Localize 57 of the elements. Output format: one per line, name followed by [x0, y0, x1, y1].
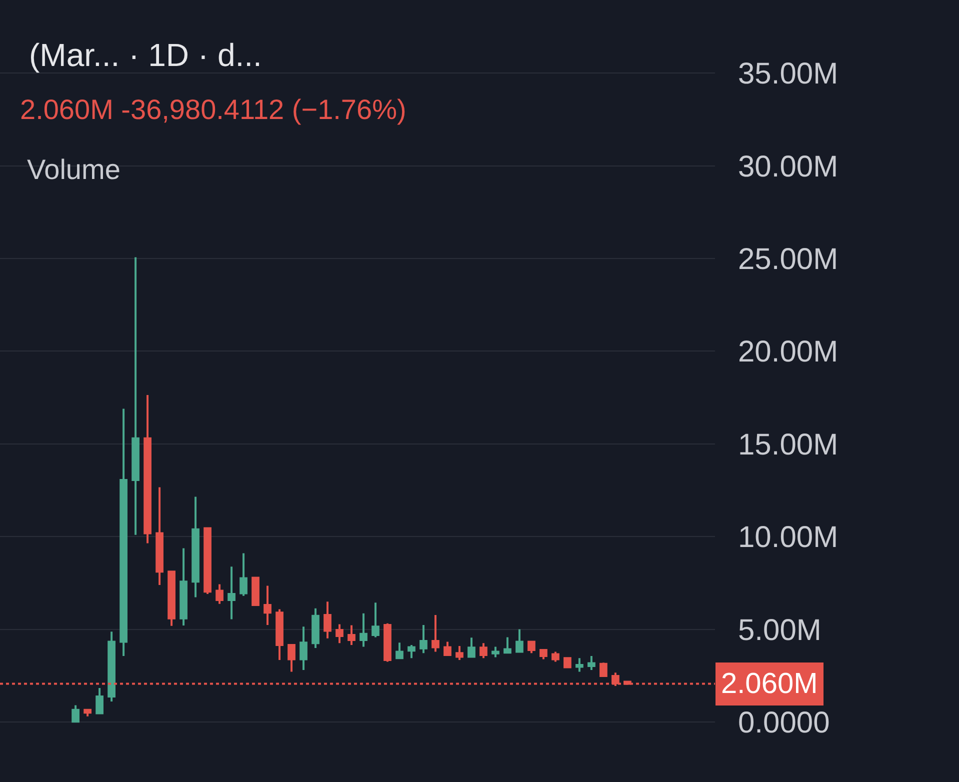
candlestick	[516, 628, 524, 653]
candlestick	[192, 496, 200, 598]
candlestick	[72, 704, 80, 723]
candlestick	[204, 527, 212, 596]
candlestick	[216, 583, 224, 605]
candlestick	[384, 622, 392, 663]
candlestick	[552, 650, 560, 663]
candlestick	[276, 608, 284, 662]
candlestick	[324, 600, 332, 640]
candlestick	[396, 642, 404, 660]
text: (Mar... · 1D · d...	[29, 37, 262, 73]
candlestick	[336, 623, 344, 644]
candlestick	[588, 654, 596, 672]
candlestick	[432, 614, 440, 653]
candlestick	[444, 640, 452, 656]
y-tick-label: 0.0000	[738, 706, 830, 740]
text: 2.060M -36,980.4112 (−1.76%)	[20, 94, 406, 125]
candlestick	[228, 566, 236, 620]
candlestick	[180, 547, 188, 627]
candlestick	[108, 630, 116, 703]
candlestick	[300, 626, 308, 672]
candlestick	[288, 644, 296, 673]
candlestick	[252, 576, 260, 606]
candlestick	[408, 644, 416, 660]
y-tick-label: 5.00M	[738, 614, 822, 647]
y-tick-label: 25.00M	[738, 243, 838, 276]
candlestick	[576, 657, 584, 673]
candlestick	[456, 644, 464, 662]
y-tick-label: 20.00M	[738, 336, 838, 369]
candlestick	[540, 649, 548, 660]
candlestick	[492, 646, 500, 658]
candlestick	[264, 584, 272, 626]
candlestick	[120, 408, 128, 657]
candlestick	[564, 657, 572, 668]
candlestick	[420, 624, 428, 654]
y-tick-label: 15.00M	[738, 428, 838, 462]
y-tick-label: 30.00M	[738, 150, 838, 184]
candlestick	[348, 624, 356, 646]
candlestick	[468, 636, 476, 658]
candlestick	[600, 662, 608, 677]
candlestick	[96, 687, 104, 714]
candlestick	[168, 570, 176, 627]
candlestick	[156, 486, 164, 586]
candlestick	[144, 394, 152, 544]
candlestick	[312, 607, 320, 649]
candlestick	[480, 642, 488, 660]
candlestick	[240, 552, 248, 597]
ref-line-label: 2.060M	[721, 668, 818, 700]
annotation: Volume	[27, 154, 120, 185]
candlestick	[360, 612, 368, 648]
candlestick	[528, 640, 536, 654]
candlestick	[504, 636, 512, 654]
candlestick	[132, 256, 140, 536]
y-tick-label: 10.00M	[738, 521, 838, 554]
y-tick-label: 35.00M	[738, 58, 838, 91]
candlestick	[84, 708, 92, 718]
candlestick	[372, 602, 380, 638]
